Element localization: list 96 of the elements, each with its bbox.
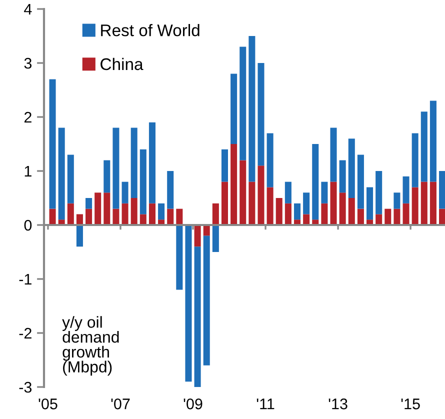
bar bbox=[122, 203, 128, 225]
bar bbox=[76, 225, 83, 247]
bar bbox=[439, 208, 445, 225]
bar bbox=[185, 225, 192, 382]
bar bbox=[366, 187, 374, 220]
bar bbox=[412, 187, 418, 225]
y-tick-label: -1 bbox=[19, 274, 32, 285]
bar bbox=[430, 182, 436, 225]
bar bbox=[394, 208, 400, 225]
bar bbox=[49, 79, 56, 209]
bar bbox=[167, 171, 174, 209]
bar bbox=[348, 198, 355, 225]
bar bbox=[357, 154, 364, 209]
bar bbox=[339, 192, 346, 225]
y-tick-label: 3 bbox=[24, 58, 32, 69]
bar bbox=[420, 182, 428, 225]
bar bbox=[130, 198, 138, 225]
bar bbox=[194, 246, 201, 387]
bar bbox=[176, 225, 183, 290]
bar bbox=[330, 128, 337, 182]
bar bbox=[86, 198, 92, 209]
legend-label: Rest of World bbox=[101, 24, 200, 36]
bar bbox=[148, 203, 156, 225]
bar bbox=[384, 208, 392, 225]
y-axis-title: y/y oil demand growth (Mbpd) bbox=[62, 316, 119, 376]
bar bbox=[394, 192, 400, 209]
bar bbox=[140, 214, 146, 225]
bar bbox=[221, 182, 228, 225]
bar bbox=[258, 166, 264, 225]
bar bbox=[321, 182, 328, 204]
bar bbox=[330, 182, 337, 225]
bar bbox=[167, 208, 174, 225]
y-tick-label: -3 bbox=[19, 382, 32, 393]
bar bbox=[348, 138, 355, 198]
bar bbox=[412, 133, 418, 188]
bar bbox=[194, 225, 201, 247]
bar bbox=[76, 214, 83, 225]
bar bbox=[240, 160, 246, 225]
bar bbox=[158, 203, 165, 220]
x-tick-label: '05 bbox=[38, 398, 58, 410]
bar bbox=[203, 225, 210, 236]
bar bbox=[357, 208, 364, 225]
bar bbox=[67, 154, 74, 204]
bar bbox=[430, 100, 436, 182]
bar bbox=[104, 160, 110, 193]
bar bbox=[94, 192, 102, 225]
bar bbox=[376, 214, 382, 225]
x-tick-label: '07 bbox=[111, 398, 130, 410]
bar bbox=[230, 144, 238, 225]
bar bbox=[212, 203, 219, 225]
bar bbox=[266, 187, 274, 225]
bar bbox=[284, 203, 292, 225]
bar bbox=[49, 208, 56, 225]
x-tick-label: '11 bbox=[256, 398, 274, 410]
bar bbox=[112, 208, 120, 225]
bar bbox=[339, 160, 346, 193]
bar bbox=[248, 36, 256, 182]
bar bbox=[420, 112, 428, 182]
bar bbox=[266, 133, 274, 188]
bar bbox=[240, 46, 246, 160]
x-tick-label: '09 bbox=[184, 398, 202, 410]
bar bbox=[212, 225, 219, 252]
bar bbox=[67, 203, 74, 225]
bar bbox=[130, 128, 138, 198]
bar bbox=[294, 203, 301, 220]
bar bbox=[221, 149, 228, 182]
x-tick-label: '13 bbox=[328, 398, 348, 410]
bar bbox=[284, 182, 292, 204]
bar bbox=[258, 63, 264, 166]
bar bbox=[230, 74, 238, 144]
bar bbox=[176, 208, 183, 225]
y-tick-label: 0 bbox=[24, 220, 32, 231]
bar bbox=[303, 192, 310, 214]
bar bbox=[104, 192, 110, 225]
bar bbox=[303, 214, 310, 225]
bar bbox=[148, 122, 156, 204]
bar bbox=[122, 182, 128, 204]
bar bbox=[402, 176, 410, 204]
bar bbox=[402, 203, 410, 225]
y-tick-label: 4 bbox=[24, 4, 32, 15]
bar bbox=[58, 128, 65, 220]
bar bbox=[276, 198, 282, 225]
y-tick-label: -2 bbox=[19, 328, 32, 339]
bar bbox=[248, 182, 256, 225]
bar bbox=[439, 171, 445, 209]
bar bbox=[86, 208, 92, 225]
bar bbox=[203, 236, 210, 366]
bar bbox=[321, 203, 328, 225]
bar bbox=[140, 149, 146, 214]
x-tick-label: '15 bbox=[401, 398, 420, 410]
bar bbox=[376, 171, 382, 214]
legend-label: China bbox=[100, 58, 144, 70]
bar bbox=[112, 128, 120, 209]
y-tick-label: 1 bbox=[24, 166, 32, 177]
y-tick-label: 2 bbox=[24, 112, 32, 123]
bar bbox=[312, 144, 319, 220]
